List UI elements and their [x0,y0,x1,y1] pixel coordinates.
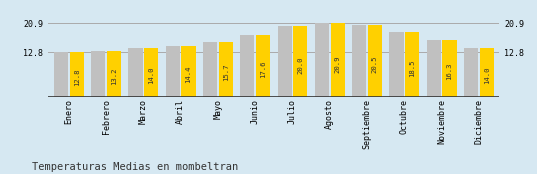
Text: 18.5: 18.5 [409,59,415,77]
Bar [464,48,478,97]
Bar [128,48,143,97]
Text: 20.5: 20.5 [372,56,378,73]
Bar [368,25,382,97]
Bar [107,51,121,97]
Text: 15.7: 15.7 [223,64,229,81]
Bar [331,23,345,97]
Bar [480,48,494,97]
Bar [70,52,84,97]
Bar [278,26,292,97]
Text: 12.8: 12.8 [74,68,79,86]
Bar [54,52,68,97]
Text: Temperaturas Medias en mombeltran: Temperaturas Medias en mombeltran [32,162,238,172]
Bar [256,35,270,97]
Bar [315,23,329,97]
Bar [427,40,441,97]
Bar [293,26,307,97]
Text: 16.3: 16.3 [446,63,453,80]
Bar [352,25,366,97]
Bar [241,35,255,97]
Bar [91,51,105,97]
Text: 14.0: 14.0 [148,66,154,84]
Text: 20.9: 20.9 [335,55,340,73]
Bar [219,42,233,97]
Bar [144,48,158,97]
Text: 20.0: 20.0 [297,57,303,74]
Bar [203,42,217,97]
Bar [442,40,456,97]
Text: 17.6: 17.6 [260,61,266,78]
Bar [405,32,419,97]
Bar [182,46,195,97]
Text: 14.4: 14.4 [185,66,192,83]
Text: 14.0: 14.0 [484,66,490,84]
Text: 13.2: 13.2 [111,68,117,85]
Bar [389,32,404,97]
Bar [166,46,180,97]
